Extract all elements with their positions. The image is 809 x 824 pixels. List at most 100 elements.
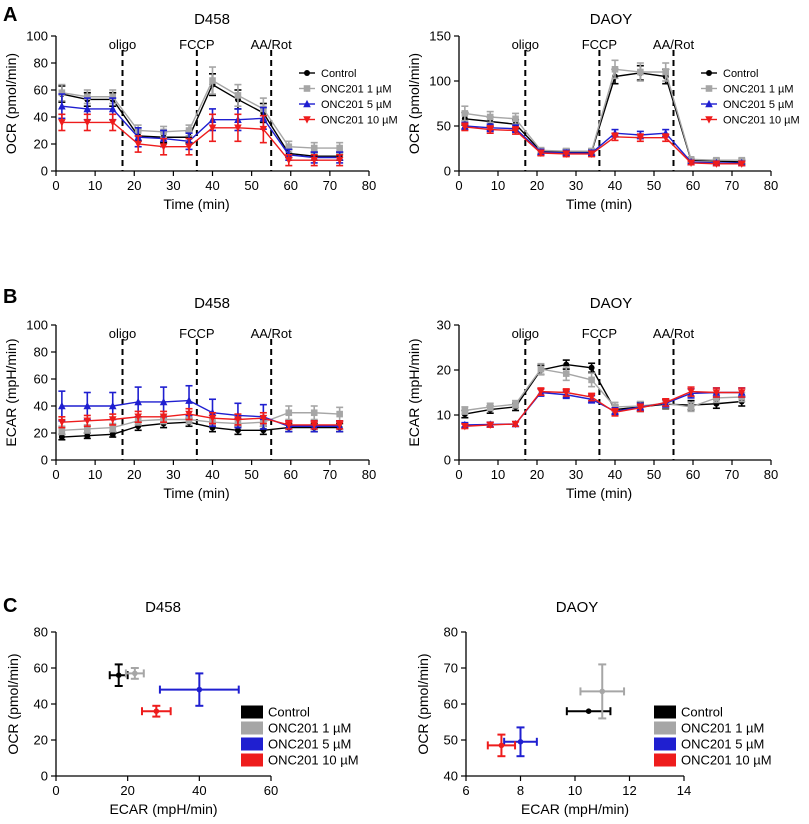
data-point	[712, 160, 721, 168]
data-point	[636, 404, 645, 412]
x-tick-label: 20	[127, 178, 141, 193]
y-tick-label: 150	[429, 29, 451, 44]
data-point	[687, 403, 695, 411]
data-point	[234, 427, 241, 434]
injection-label: oligo	[512, 37, 539, 52]
x-tick-label: 10	[88, 178, 102, 193]
y-tick-label: 0	[41, 769, 48, 784]
y-tick-label: 50	[437, 119, 451, 134]
y-tick-label: 0	[444, 453, 451, 468]
chart-a-d458: D458 0 20 40 60 80 100 0 10 20 30 40 50 60 70 80 Time (m…	[3, 11, 398, 212]
data-point	[109, 424, 117, 431]
data-point	[83, 401, 92, 410]
data-point	[108, 416, 117, 424]
y-axis-label: ECAR (mpH/min)	[406, 338, 422, 446]
legend-marker	[705, 85, 713, 92]
y-tick-label: 50	[444, 733, 458, 748]
data-point	[310, 144, 318, 152]
series-onc10	[58, 113, 344, 167]
y-tick-label: 100	[429, 74, 451, 89]
data-point	[259, 125, 268, 134]
y-tick-label: 40	[444, 769, 458, 784]
chart-b-daoy: DAOY 0 10 20 30 0 10 20 30 40 50 60 70 80 Time (min) EC…	[406, 295, 778, 501]
data-point	[562, 389, 571, 397]
x-axis-label: Time (min)	[163, 196, 229, 212]
series-line	[464, 72, 742, 163]
x-tick-label: 70	[323, 467, 337, 482]
data-point	[134, 413, 142, 421]
series-line	[61, 105, 340, 159]
chart-title: DAOY	[590, 295, 633, 312]
x-tick-label: 10	[88, 467, 102, 482]
data-point	[511, 420, 520, 429]
data-point	[83, 104, 92, 113]
x-tick-label: 30	[166, 178, 180, 193]
injection-label: AA/Rot	[251, 326, 293, 341]
data-point	[737, 389, 746, 397]
legend-swatch	[241, 705, 263, 719]
legend-swatch	[241, 737, 263, 751]
legend-label: ONC201 1 µM	[268, 721, 351, 736]
x-tick-label: 40	[608, 467, 622, 482]
data-point	[108, 104, 117, 113]
x-tick-label: 50	[647, 178, 661, 193]
x-tick-label: 0	[455, 467, 462, 482]
x-tick-label: 0	[52, 178, 59, 193]
data-point	[336, 144, 343, 152]
legend-label: ONC201 5 µM	[681, 737, 764, 752]
data-point	[109, 93, 117, 101]
legend-swatch	[654, 705, 676, 719]
data-point	[58, 89, 66, 96]
x-axis-label: ECAR (mpH/min)	[521, 801, 629, 817]
series-line	[61, 399, 340, 427]
x-tick-label: 20	[127, 467, 141, 482]
legend-swatch	[241, 753, 263, 767]
x-tick-label: 50	[244, 467, 258, 482]
x-tick-label: 0	[52, 467, 59, 482]
data-point	[234, 92, 242, 99]
x-tick-label: 20	[530, 178, 544, 193]
injection-label: oligo	[109, 326, 136, 341]
legend-label: ONC201 10 µM	[268, 753, 359, 768]
y-tick-label: 80	[34, 56, 48, 71]
data-point	[637, 68, 644, 76]
data-point	[611, 403, 619, 411]
series-line	[464, 368, 742, 412]
y-tick-label: 40	[34, 110, 48, 125]
data-point	[84, 425, 91, 433]
x-tick-label: 30	[166, 467, 180, 482]
data-point	[58, 401, 66, 410]
injection-label: oligo	[109, 37, 136, 52]
series-line	[464, 363, 742, 415]
legend-label: ONC201 5 µM	[321, 99, 392, 111]
y-tick-label: 20	[34, 733, 48, 748]
y-tick-label: 80	[34, 625, 48, 640]
data-point	[537, 388, 545, 396]
y-tick-label: 20	[34, 137, 48, 152]
legend-marker	[706, 70, 712, 76]
data-point	[486, 403, 494, 411]
x-tick-label: 70	[725, 178, 739, 193]
data-point	[284, 421, 293, 429]
series-control	[461, 64, 746, 165]
y-axis-label: ECAR (mpH/min)	[3, 338, 19, 446]
x-tick-label: 80	[362, 467, 376, 482]
data-point	[310, 409, 318, 417]
data-point	[134, 140, 142, 149]
data-point	[153, 708, 160, 714]
legend-marker	[303, 116, 311, 124]
x-tick-label: 60	[686, 178, 700, 193]
panel-label-c: C	[3, 595, 17, 617]
data-point	[259, 414, 268, 423]
x-tick-label: 10	[491, 467, 505, 482]
legend-label: Control	[268, 705, 310, 720]
y-tick-label: 0	[41, 453, 48, 468]
data-point	[196, 686, 203, 693]
data-point	[185, 127, 193, 134]
legend-swatch	[654, 753, 676, 767]
data-point	[486, 126, 494, 134]
data-point	[587, 150, 596, 158]
data-point	[335, 421, 344, 429]
data-point	[687, 388, 695, 396]
point-onc1	[579, 663, 626, 720]
